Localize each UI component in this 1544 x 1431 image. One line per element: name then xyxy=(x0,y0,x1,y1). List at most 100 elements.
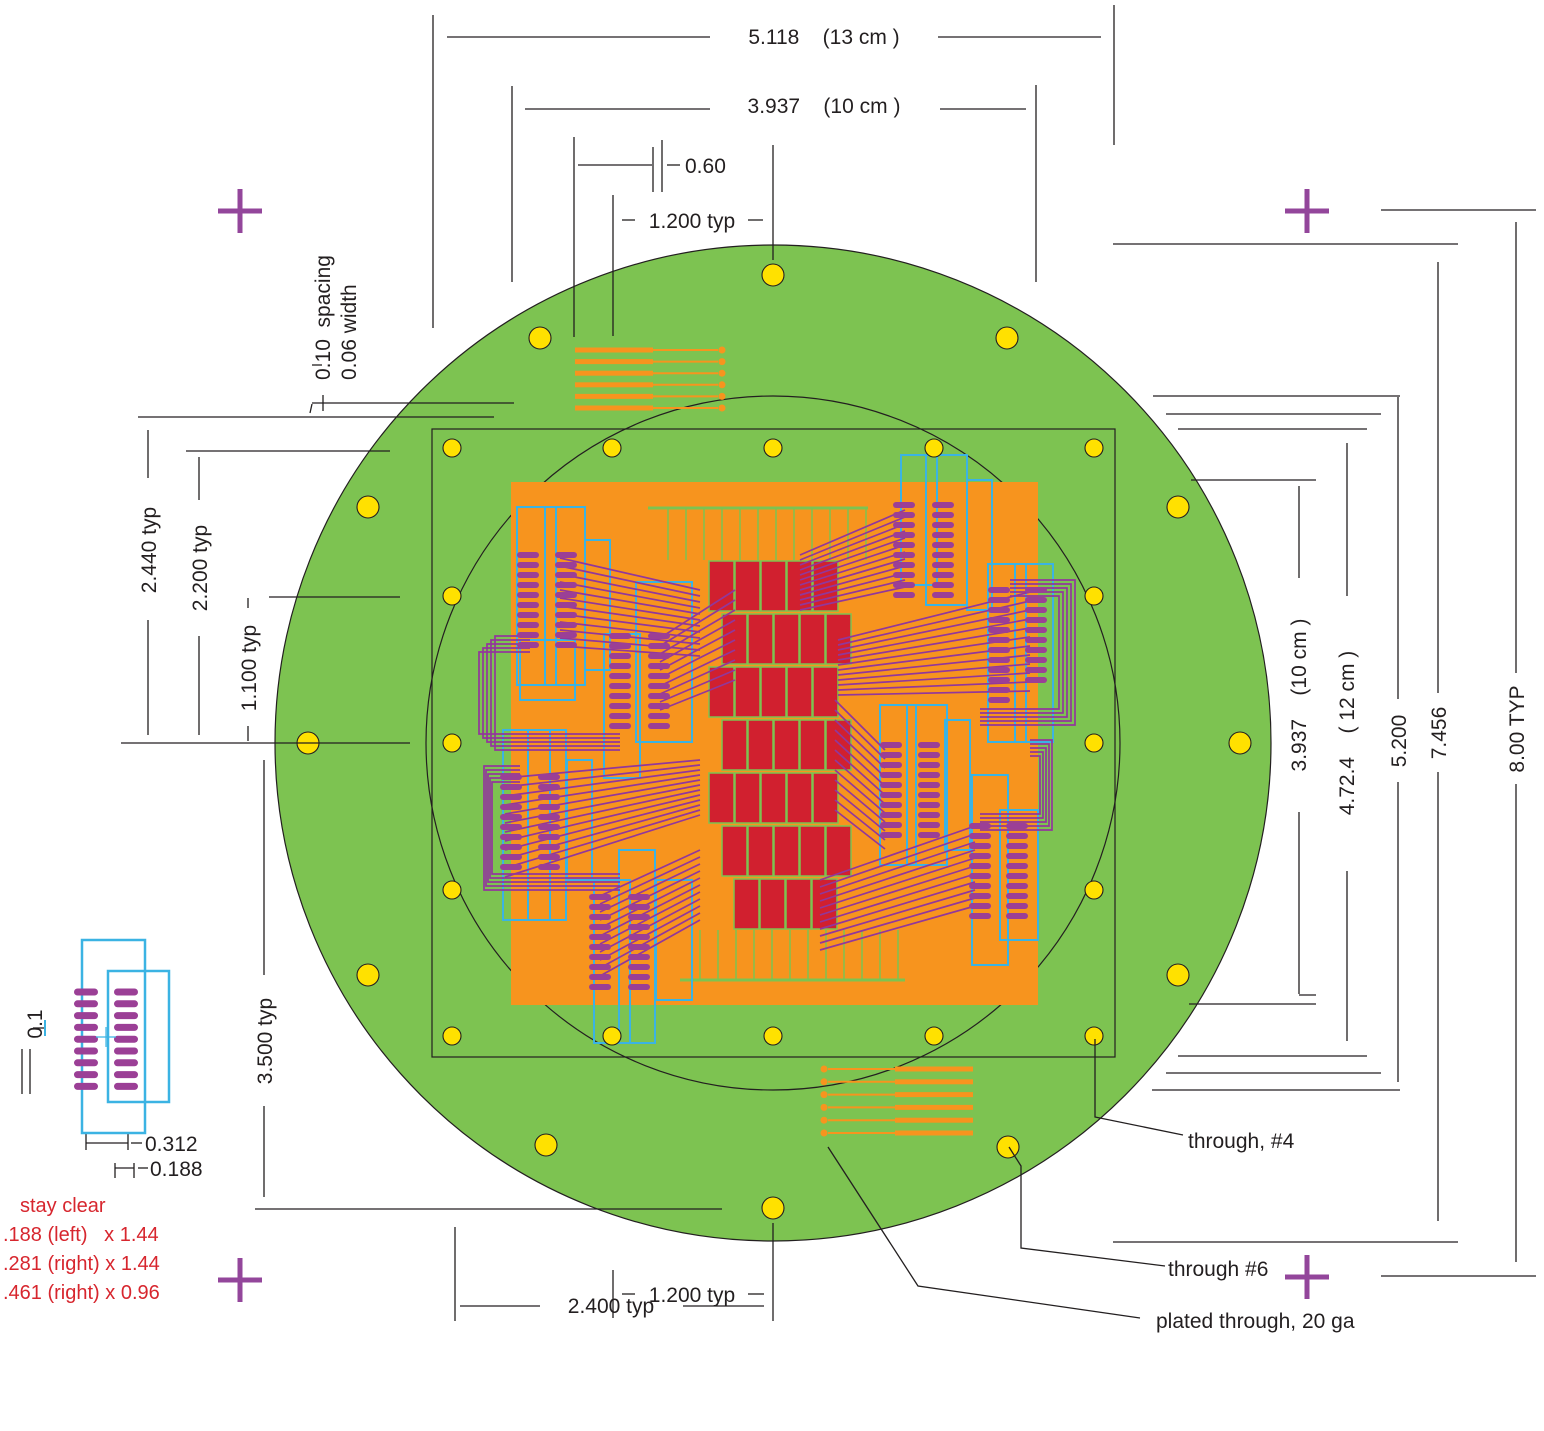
trace xyxy=(504,779,701,815)
dim-left-2440: 2.440 typ xyxy=(138,507,161,593)
pad xyxy=(880,742,902,748)
plated-via-icon xyxy=(1084,880,1104,900)
trace xyxy=(834,709,886,760)
sensor-die xyxy=(733,878,760,930)
trace xyxy=(659,599,736,647)
trace xyxy=(599,891,701,945)
pad xyxy=(500,834,522,840)
pad xyxy=(609,703,631,709)
detail-pad xyxy=(114,1071,138,1079)
trace xyxy=(837,672,1031,686)
pad xyxy=(969,823,991,829)
edge-finger xyxy=(575,370,653,376)
sensor-die xyxy=(747,825,774,877)
detail-pad xyxy=(74,1000,98,1008)
dim-top-10cm: 3.937 (10 cm ) xyxy=(748,95,901,118)
pad xyxy=(969,833,991,839)
trace xyxy=(799,523,906,566)
trace xyxy=(599,912,701,969)
pad xyxy=(500,844,522,850)
callout-through-6: through #6 xyxy=(1168,1258,1268,1281)
registration-marks xyxy=(218,189,1329,1302)
trace xyxy=(478,651,620,735)
dimension-lines xyxy=(21,5,1536,1321)
trace xyxy=(559,613,701,633)
pad xyxy=(969,853,991,859)
pad xyxy=(500,814,522,820)
trace xyxy=(599,905,701,961)
trace xyxy=(980,739,1053,831)
trace xyxy=(559,645,701,657)
plated-via-icon xyxy=(1166,963,1190,987)
detail-pad xyxy=(114,1000,138,1008)
trace xyxy=(799,551,906,586)
dim-right-7456: 7.456 xyxy=(1428,707,1451,760)
pad xyxy=(893,582,915,588)
trace xyxy=(819,881,976,930)
plated-via-icon xyxy=(356,963,380,987)
pad xyxy=(538,804,560,810)
edge-pad xyxy=(718,392,726,400)
trace xyxy=(659,639,736,679)
plated-via-icon xyxy=(534,1133,558,1157)
trace xyxy=(559,589,701,615)
trace xyxy=(599,898,701,953)
pad xyxy=(932,582,954,588)
trace xyxy=(599,849,701,897)
pad xyxy=(555,592,577,598)
trace xyxy=(799,572,906,601)
plated-via-icon xyxy=(442,438,462,458)
trace xyxy=(799,544,906,581)
pad xyxy=(918,752,940,758)
pad xyxy=(648,713,670,719)
sensor-die xyxy=(760,772,787,824)
trace xyxy=(799,558,906,591)
trace xyxy=(799,537,906,576)
pad xyxy=(1025,657,1047,663)
pad xyxy=(648,723,670,729)
pad xyxy=(628,964,650,970)
pad xyxy=(932,512,954,518)
trace xyxy=(819,833,976,888)
sensor-die xyxy=(799,613,826,665)
pad xyxy=(648,693,670,699)
edge-pad xyxy=(718,381,726,389)
pad xyxy=(893,512,915,518)
sensor-die xyxy=(760,560,787,612)
component-outline xyxy=(987,563,1027,743)
pad xyxy=(880,822,902,828)
sensor-die xyxy=(825,825,852,877)
trace xyxy=(482,647,620,739)
pad xyxy=(500,804,522,810)
trace xyxy=(837,663,1031,681)
edge-finger xyxy=(575,347,653,353)
edge-finger xyxy=(575,359,653,365)
edge-pad xyxy=(718,358,726,366)
pad xyxy=(880,792,902,798)
pad xyxy=(988,607,1010,613)
trace xyxy=(504,774,701,806)
trace xyxy=(504,814,701,878)
trace xyxy=(819,841,976,895)
trace xyxy=(659,649,736,687)
pad xyxy=(589,904,611,910)
trace xyxy=(819,905,976,951)
pad xyxy=(538,834,560,840)
trace xyxy=(599,884,701,937)
pad xyxy=(648,703,670,709)
pad xyxy=(500,854,522,860)
pad xyxy=(918,792,940,798)
pad xyxy=(932,522,954,528)
trace xyxy=(799,530,906,571)
inner-square xyxy=(431,428,1116,1058)
sensor-die xyxy=(747,613,774,665)
pad xyxy=(1025,587,1047,593)
pad xyxy=(517,592,539,598)
plated-via-icon xyxy=(1084,1026,1104,1046)
pad xyxy=(932,552,954,558)
sensor-die xyxy=(708,666,735,718)
pad xyxy=(609,633,631,639)
pad xyxy=(988,597,1010,603)
trace xyxy=(834,759,886,805)
